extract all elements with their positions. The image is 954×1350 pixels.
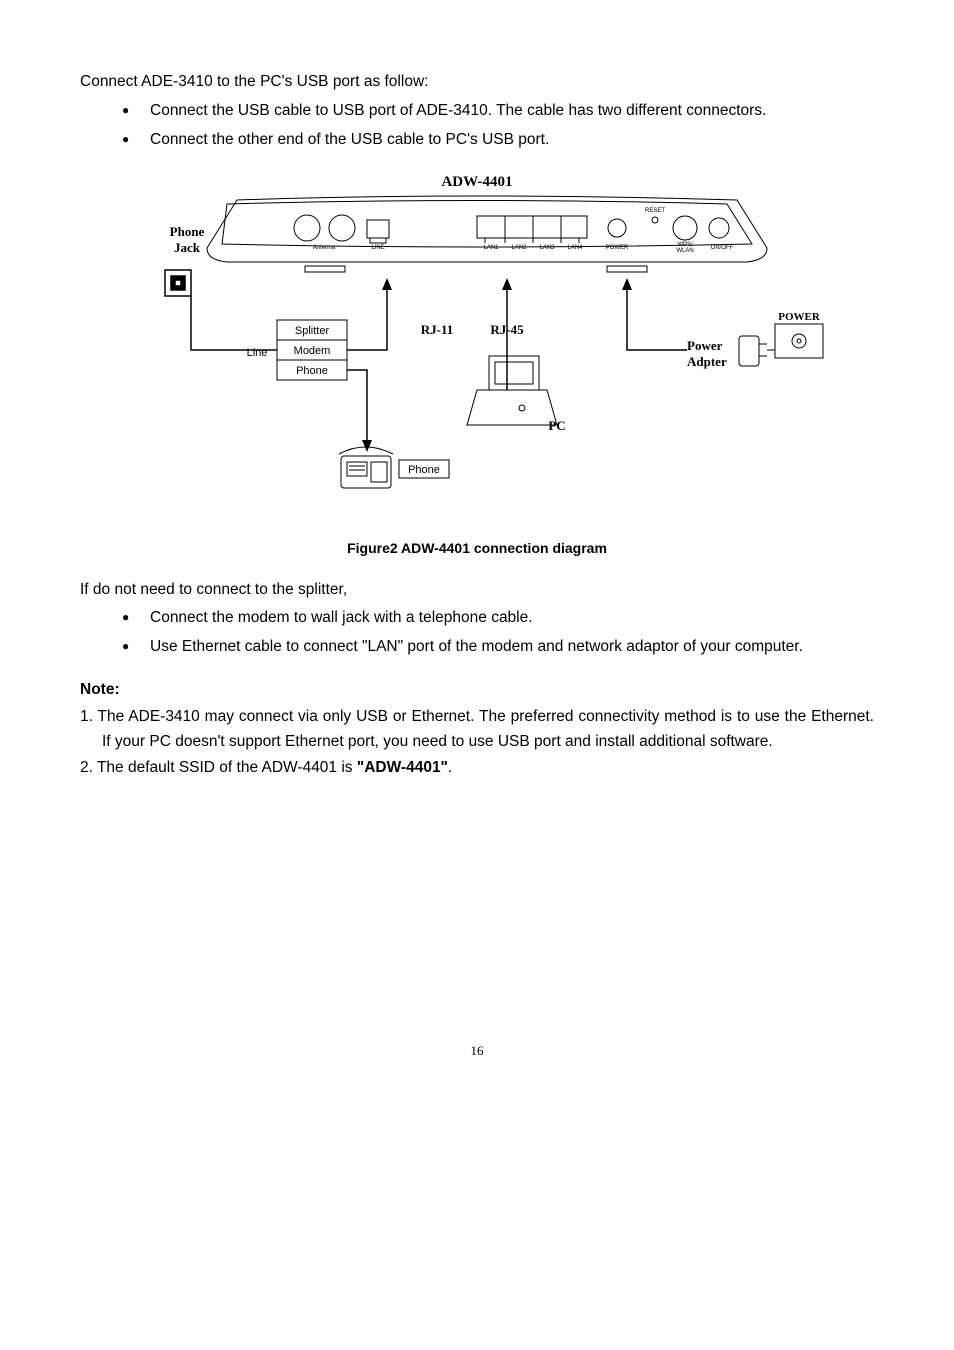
bullet-list-2: Connect the modem to wall jack with a te… (80, 606, 874, 660)
pc-icon (467, 356, 557, 425)
svg-text:LAN2: LAN2 (511, 245, 527, 251)
svg-text:LAN1: LAN1 (483, 245, 499, 251)
intro-text: Connect ADE-3410 to the PC's USB port as… (80, 70, 874, 95)
svg-text:WLAN: WLAN (676, 248, 693, 254)
svg-text:RJ-45: RJ-45 (490, 322, 524, 337)
svg-text:Line: Line (247, 347, 268, 359)
splitter-intro: If do not need to connect to the splitte… (80, 578, 874, 603)
svg-text:LINE: LINE (371, 245, 384, 251)
note-item-1: 1. The ADE-3410 may connect via only USB… (80, 705, 874, 755)
svg-text:Phone: Phone (408, 464, 440, 476)
svg-text:Antenna: Antenna (313, 245, 336, 251)
svg-text:POWER: POWER (606, 245, 629, 251)
page-number: 16 (80, 1041, 874, 1062)
bullet-list-1: Connect the USB cable to USB port of ADE… (80, 99, 874, 153)
figure-caption: Figure2 ADW-4401 connection diagram (80, 537, 874, 559)
svg-text:Phone: Phone (296, 365, 328, 377)
svg-text:ON/OFF: ON/OFF (711, 245, 734, 251)
bullet-item: Use Ethernet cable to connect "LAN" port… (122, 635, 874, 660)
phone-icon (339, 447, 393, 488)
connection-diagram: ADW-4401 Antenna LINE LAN1 LAN2 LAN3 LAN… (80, 170, 874, 519)
svg-text:Jack: Jack (174, 240, 201, 255)
diagram-title: ADW-4401 (441, 174, 512, 190)
svg-text:Modem: Modem (294, 345, 331, 357)
svg-text:Adpter: Adpter (687, 354, 727, 369)
svg-text:PC: PC (548, 418, 565, 433)
note-heading: Note: (80, 678, 874, 703)
svg-text:LAN3: LAN3 (539, 245, 555, 251)
svg-text:RJ-11: RJ-11 (421, 322, 454, 337)
bullet-item: Connect the USB cable to USB port of ADE… (122, 99, 874, 124)
bullet-item: Connect the other end of the USB cable t… (122, 128, 874, 153)
svg-text:RESET: RESET (645, 208, 665, 214)
svg-text:POWER: POWER (778, 311, 821, 323)
svg-text:Phone: Phone (170, 224, 205, 239)
svg-text:Power: Power (687, 338, 723, 353)
note-item-2: 2. The default SSID of the ADW-4401 is "… (80, 756, 874, 781)
bullet-item: Connect the modem to wall jack with a te… (122, 606, 874, 631)
svg-text:LAN4: LAN4 (567, 245, 583, 251)
svg-text:Splitter: Splitter (295, 325, 330, 337)
